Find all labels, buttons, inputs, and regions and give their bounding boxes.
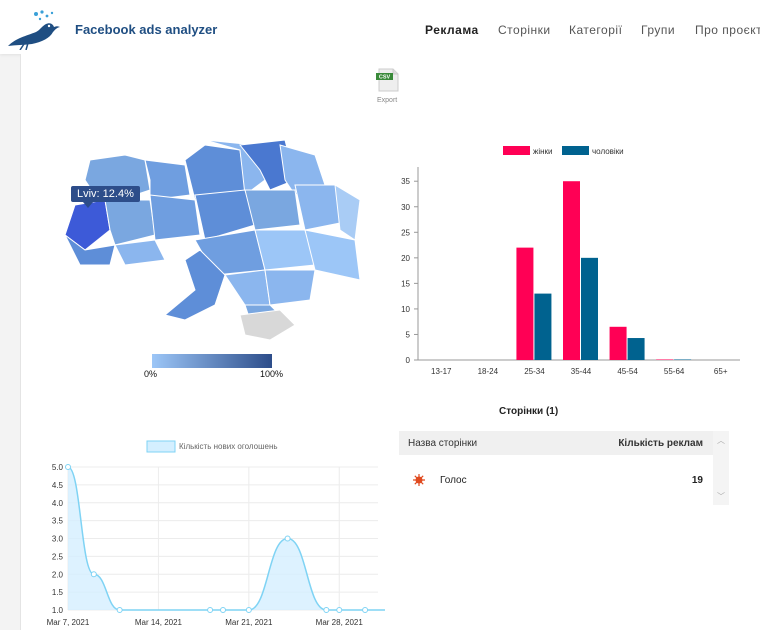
data-point[interactable] (90, 571, 97, 578)
top-header: Facebook ads analyzer Реклама Сторінки К… (0, 0, 760, 54)
map-region-crimea (239, 309, 296, 340)
data-point[interactable] (336, 607, 343, 613)
column-header-page-name[interactable]: Назва сторінки (408, 438, 478, 449)
data-point[interactable] (207, 607, 214, 613)
brand-title[interactable]: Facebook ads analyzer (75, 22, 218, 37)
bar-25-34-1[interactable] (534, 293, 552, 360)
bar-35-44-0[interactable] (563, 181, 580, 360)
y-tick-label: 20 (401, 254, 410, 263)
pages-title: Сторінки (1) (499, 406, 559, 417)
x-tick-label: Mar 14, 2021 (135, 618, 183, 627)
map-region-kharkiv[interactable] (334, 184, 361, 241)
nav-about[interactable]: Про проєкт (695, 23, 760, 37)
x-tick-label: 18-24 (478, 367, 499, 376)
map-region-ivano-frankivsk[interactable] (114, 239, 166, 266)
x-tick-label: 25-34 (524, 367, 545, 376)
x-tick-label: 55-64 (664, 367, 685, 376)
legend-swatch-1[interactable] (562, 146, 589, 155)
y-tick-label: 5.0 (52, 463, 64, 472)
y-tick-label: 5 (406, 330, 411, 339)
map-region-ternopil[interactable] (104, 199, 156, 246)
legend-swatch-0[interactable] (503, 146, 530, 155)
map-tooltip: Lviv: 12.4% (71, 186, 140, 208)
bar-25-34-0[interactable] (516, 247, 534, 360)
map-region-khmelnytskyi[interactable] (149, 194, 201, 241)
ads-count: 19 (691, 475, 703, 486)
map-region-zakarpattia[interactable] (64, 234, 116, 266)
y-tick-label: 35 (401, 177, 410, 186)
x-tick-label: 65+ (714, 367, 728, 376)
area-fill (68, 467, 385, 610)
data-point[interactable] (65, 464, 71, 470)
pages-table-header: Назва сторінки Кількість реклам (399, 431, 713, 455)
map-legend-max: 100% (260, 369, 284, 379)
scroll-down-icon[interactable]: ﹀ (717, 492, 725, 501)
y-tick-label: 3.5 (52, 517, 64, 526)
series-legend-label[interactable]: Кількість нових оголошень (179, 442, 278, 451)
data-point[interactable] (323, 607, 330, 613)
export-label[interactable]: Export (377, 97, 398, 104)
age-gender-bar-chart: жінки чоловіки 0 5 10 15 20 25 30 35 13-17 18-24 25-… (401, 146, 740, 376)
nav-categories[interactable]: Категорії (569, 23, 623, 37)
pages-table: Назва сторінки Кількість реклам Голос 19… (399, 431, 729, 505)
csv-badge: CSV (379, 75, 391, 81)
map-region-donetsk[interactable] (304, 229, 361, 281)
x-tick-label: Mar 28, 2021 (316, 618, 364, 627)
y-tick-label: 1.5 (52, 588, 64, 597)
y-tick-label: 15 (401, 279, 410, 288)
bird-logo-icon[interactable] (6, 8, 68, 50)
legend-label-1[interactable]: чоловіки (592, 147, 624, 156)
x-tick-label: Mar 21, 2021 (225, 618, 273, 627)
legend-label-0[interactable]: жінки (533, 147, 553, 156)
y-tick-label: 30 (401, 203, 410, 212)
y-tick-label: 4.0 (52, 499, 64, 508)
map-region-mykolaiv[interactable] (224, 269, 271, 306)
x-tick-label: Mar 7, 2021 (47, 618, 90, 627)
y-tick-label: 2.5 (52, 552, 64, 561)
page-avatar-icon (413, 474, 425, 486)
y-tick-label: 2.0 (52, 570, 64, 579)
table-row[interactable]: Голос 19 (399, 455, 713, 505)
data-point[interactable] (284, 535, 291, 542)
map-legend-min: 0% (144, 369, 158, 379)
y-tick-label: 10 (401, 305, 410, 314)
scroll-up-icon[interactable]: ︿ (717, 436, 725, 445)
page-name[interactable]: Голос (440, 475, 467, 486)
csv-file-icon: CSV (376, 68, 399, 92)
bar-55-64-0[interactable] (656, 359, 674, 360)
series-legend-swatch[interactable] (146, 440, 176, 453)
y-tick-label: 4.5 (52, 481, 64, 490)
data-point[interactable] (220, 607, 226, 613)
nav-pages[interactable]: Сторінки (498, 23, 551, 37)
data-point[interactable] (362, 607, 369, 613)
data-point[interactable] (245, 607, 252, 613)
ukraine-map (64, 140, 361, 340)
y-tick-label: 25 (401, 228, 410, 237)
nav-ads[interactable]: Реклама (425, 23, 479, 37)
table-scrollbar[interactable]: ︿ ﹀ (713, 431, 729, 505)
export-csv-button[interactable]: CSV (376, 68, 400, 94)
map-region-cherkasy[interactable] (244, 189, 301, 231)
y-tick-label: 1.0 (52, 606, 64, 615)
y-tick-label: 3.0 (52, 535, 64, 544)
nav-groups[interactable]: Групи (641, 23, 676, 37)
map-region-zaporizhzhia[interactable] (264, 269, 316, 306)
column-header-ads-count[interactable]: Кількість реклам (618, 438, 703, 449)
y-tick-label: 0 (406, 356, 411, 365)
new-ads-line-chart: Кількість нових оголошень 1.0 1.5 2.0 2.5 3.0… (47, 440, 385, 627)
bar-45-54-1[interactable] (627, 338, 645, 360)
bar-45-54-0[interactable] (609, 326, 627, 360)
map-region-odesa[interactable] (163, 249, 226, 321)
bar-35-44-1[interactable] (581, 257, 598, 360)
bar-55-64-1[interactable] (674, 359, 692, 360)
x-tick-label: 45-54 (617, 367, 638, 376)
x-tick-label: 35-44 (571, 367, 592, 376)
map-region-rivne[interactable] (144, 159, 191, 201)
map-color-scale (152, 354, 272, 368)
x-tick-label: 13-17 (431, 367, 452, 376)
data-point[interactable] (116, 607, 123, 613)
